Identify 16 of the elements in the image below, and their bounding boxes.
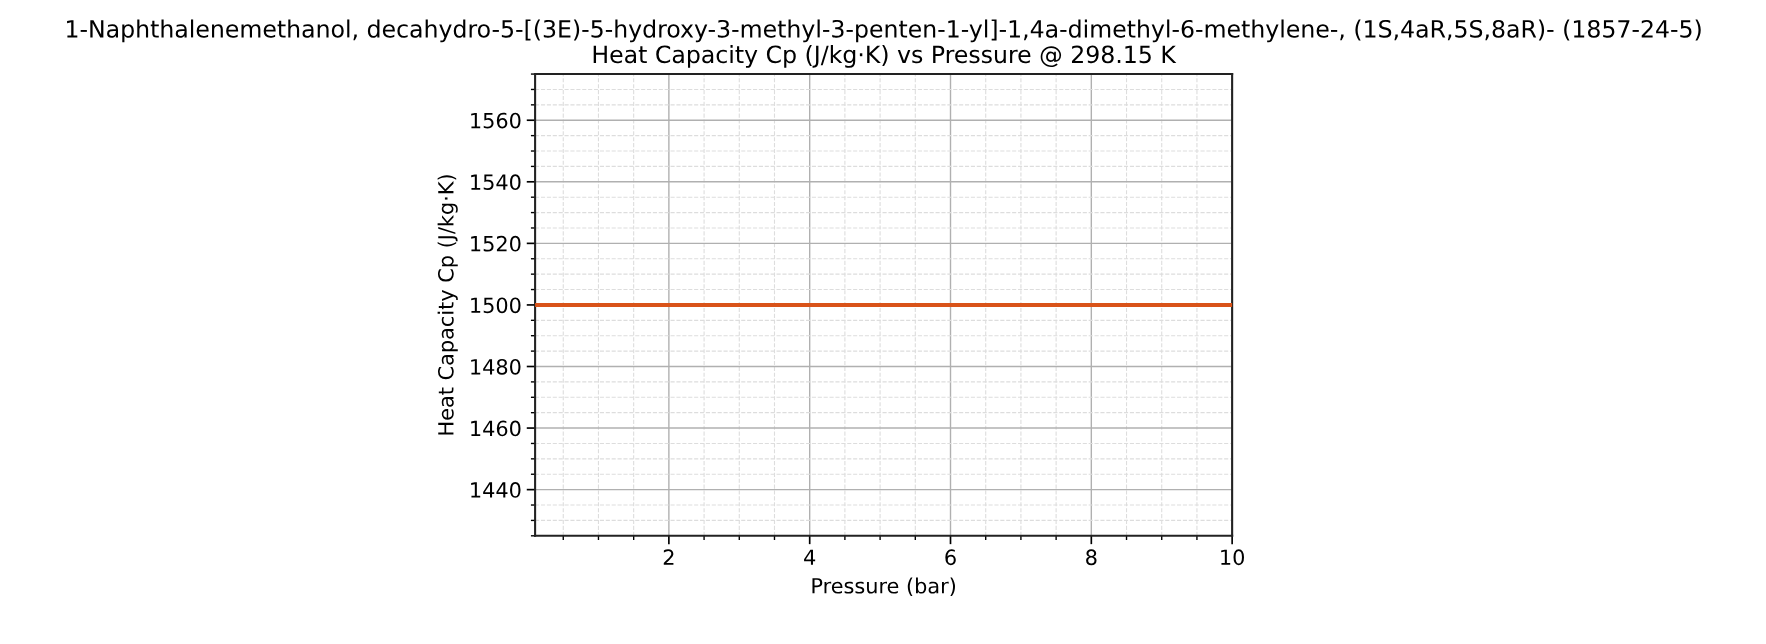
x-tick-label: 10	[1221, 549, 1245, 566]
y-tick-label: 1520	[471, 235, 521, 252]
x-tick-label: 4	[804, 549, 816, 565]
x-tick-label: 2	[663, 549, 674, 565]
y-tick-label: 1500	[471, 297, 521, 314]
x-axis-title: Pressure (bar)	[812, 577, 956, 597]
y-tick-label: 1460	[471, 420, 521, 437]
chart-subtitle: Heat Capacity Cp (J/kg·K) vs Pressure @ 298.15 K	[593, 45, 1177, 68]
y-axis-title: Heat Capacity Cp (J/kg·K)	[437, 175, 458, 435]
y-tick-label: 1440	[471, 482, 521, 498]
y-tick-label: 1560	[471, 112, 521, 129]
chart-title: 1-Naphthalenemethanol, decahydro-5-[(3E)-5-hydroxy-3-methyl-3-penten-1-yl]-1,4a-dimethyl-6-methylene-, (1S,4aR,5S,8aR)- (1857-24-5)	[67, 19, 1701, 43]
x-tick-label: 6	[945, 549, 956, 566]
y-tick-label: 1540	[471, 174, 521, 191]
x-tick-label: 8	[1086, 549, 1097, 566]
y-tick-label: 1480	[471, 358, 521, 375]
